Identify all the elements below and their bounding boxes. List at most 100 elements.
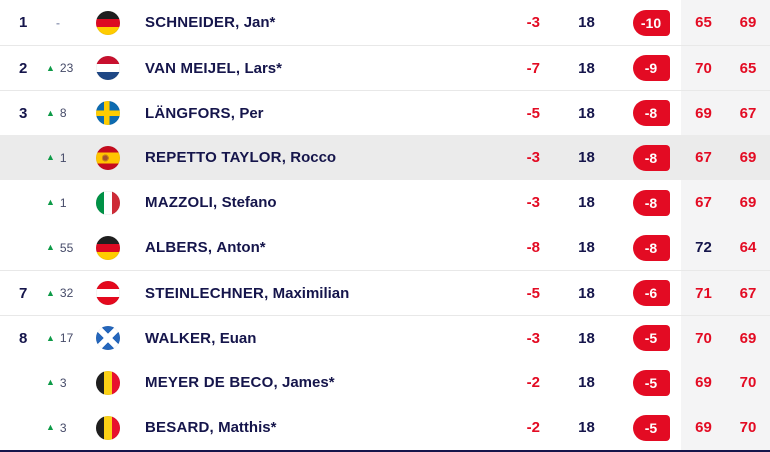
total-score-cell: -5 xyxy=(621,414,681,441)
today-score: -7 xyxy=(526,59,540,77)
up-arrow-icon: ▲ xyxy=(46,332,55,343)
position-change-value: - xyxy=(56,15,60,30)
player-surname: LÄNGFORS, xyxy=(145,104,236,122)
position-number: 1 xyxy=(19,14,28,31)
player-surname: SCHNEIDER, xyxy=(145,14,240,31)
player-firstname: Stefano xyxy=(221,194,277,211)
total-score-badge: -8 xyxy=(632,189,670,216)
round1-score: 69 xyxy=(695,104,712,122)
player-name[interactable]: BESARD, Matthis* xyxy=(145,419,466,436)
player-name[interactable]: VAN MEIJEL, Lars* xyxy=(145,60,466,77)
player-surname: MAZZOLI, xyxy=(145,194,218,211)
country-flag-scotland-icon xyxy=(96,326,120,350)
player-name[interactable]: WALKER, Euan xyxy=(145,330,466,347)
position-change: ▲ 8 xyxy=(46,106,96,120)
table-row[interactable]: ▲ 55 ALBERS, Anton* -8 18 -8 72 64 xyxy=(0,225,770,270)
flag-cell xyxy=(96,235,145,260)
total-score-cell: -8 xyxy=(621,100,681,126)
total-score-badge: -10 xyxy=(632,9,670,36)
position-change: ▲ 1 xyxy=(46,151,96,165)
today-score: -3 xyxy=(526,329,540,347)
rounds-panel-background xyxy=(681,0,770,450)
round1-score: 72 xyxy=(695,239,712,256)
today-score: -2 xyxy=(526,419,540,436)
holes-played: 18 xyxy=(578,59,595,77)
player-surname: BESARD, xyxy=(145,419,214,436)
total-score-badge: -9 xyxy=(632,55,670,81)
round1-score: 69 xyxy=(695,374,712,391)
position-change: ▲ 3 xyxy=(46,421,96,435)
table-row[interactable]: 3 ▲ 8 LÄNGFORS, Per -5 18 -8 69 67 xyxy=(0,90,770,135)
up-arrow-icon: ▲ xyxy=(46,152,55,162)
total-score-cell: -10 xyxy=(621,9,681,36)
table-row[interactable]: ▲ 3 MEYER DE BECO, James* -2 18 -5 69 70 xyxy=(0,360,770,405)
holes-played: 18 xyxy=(578,374,595,391)
player-firstname: Anton* xyxy=(216,239,266,256)
up-arrow-icon: ▲ xyxy=(46,287,55,298)
round2-score: 64 xyxy=(739,239,757,256)
round1-score: 65 xyxy=(695,14,712,31)
position-change: ▲ - xyxy=(46,16,96,30)
position-change-value: 17 xyxy=(59,331,74,345)
player-firstname: Maximilian xyxy=(272,284,350,302)
player-surname: VAN MEIJEL, xyxy=(145,59,241,77)
bottom-divider xyxy=(0,450,770,452)
position-change: ▲ 23 xyxy=(46,61,96,75)
total-score-badge: -5 xyxy=(632,369,670,396)
position-number: 3 xyxy=(19,104,28,122)
round2-score: 69 xyxy=(739,329,757,347)
table-row[interactable]: ▲ 1 REPETTO TAYLOR, Rocco -3 18 -8 67 69 xyxy=(0,135,770,180)
holes-played: 18 xyxy=(578,149,595,166)
round1-score: 67 xyxy=(695,194,712,211)
round2-score: 69 xyxy=(739,149,757,166)
round2-score: 65 xyxy=(739,59,757,77)
up-arrow-icon: ▲ xyxy=(46,422,55,432)
holes-played: 18 xyxy=(578,14,595,31)
holes-played: 18 xyxy=(578,329,595,347)
total-score-cell: -8 xyxy=(621,234,681,261)
position-number: 2 xyxy=(19,59,28,77)
total-score-badge: -5 xyxy=(632,414,670,441)
round1-score: 71 xyxy=(695,284,712,302)
flag-cell xyxy=(96,190,145,215)
player-name[interactable]: ALBERS, Anton* xyxy=(145,239,466,256)
player-surname: MEYER DE BECO, xyxy=(145,374,278,391)
total-score-badge: -6 xyxy=(632,280,670,306)
position-change-value: 1 xyxy=(59,150,67,165)
total-score-cell: -9 xyxy=(621,55,681,81)
total-score-badge: -8 xyxy=(632,234,670,261)
total-score-cell: -5 xyxy=(621,325,681,351)
player-name[interactable]: LÄNGFORS, Per xyxy=(145,105,466,122)
player-name[interactable]: STEINLECHNER, Maximilian xyxy=(145,285,466,302)
player-firstname: Jan* xyxy=(243,14,276,31)
holes-played: 18 xyxy=(578,239,595,256)
position-change: ▲ 17 xyxy=(46,331,96,345)
total-score-cell: -5 xyxy=(621,369,681,396)
position-change-value: 32 xyxy=(59,286,74,300)
table-row[interactable]: 7 ▲ 32 STEINLECHNER, Maximilian -5 18 -6… xyxy=(0,270,770,315)
table-row[interactable]: 2 ▲ 23 VAN MEIJEL, Lars* -7 18 -9 70 65 xyxy=(0,45,770,90)
table-row[interactable]: ▲ 3 BESARD, Matthis* -2 18 -5 69 70 xyxy=(0,405,770,450)
player-surname: WALKER, xyxy=(145,329,216,347)
today-score: -3 xyxy=(526,194,540,211)
table-row[interactable]: 8 ▲ 17 WALKER, Euan -3 18 -5 70 69 xyxy=(0,315,770,360)
flag-cell xyxy=(96,370,145,395)
total-score-badge: -8 xyxy=(632,144,670,171)
player-name[interactable]: MEYER DE BECO, James* xyxy=(145,374,466,391)
player-firstname: Lars* xyxy=(244,59,282,77)
up-arrow-icon: ▲ xyxy=(46,62,55,73)
player-name[interactable]: REPETTO TAYLOR, Rocco xyxy=(145,149,466,166)
position-change-value: 3 xyxy=(59,375,67,390)
today-score: -8 xyxy=(526,239,540,256)
player-firstname: Matthis* xyxy=(218,419,277,436)
player-surname: REPETTO TAYLOR, xyxy=(145,149,287,166)
player-name[interactable]: MAZZOLI, Stefano xyxy=(145,194,466,211)
round2-score: 69 xyxy=(739,14,757,31)
position-change-value: 3 xyxy=(59,420,67,435)
table-row[interactable]: 1 ▲ - SCHNEIDER, Jan* -3 18 -10 65 69 xyxy=(0,0,770,45)
position-change: ▲ 1 xyxy=(46,196,96,210)
player-name[interactable]: SCHNEIDER, Jan* xyxy=(145,14,466,31)
table-row[interactable]: ▲ 1 MAZZOLI, Stefano -3 18 -8 67 69 xyxy=(0,180,770,225)
today-score: -2 xyxy=(526,374,540,391)
